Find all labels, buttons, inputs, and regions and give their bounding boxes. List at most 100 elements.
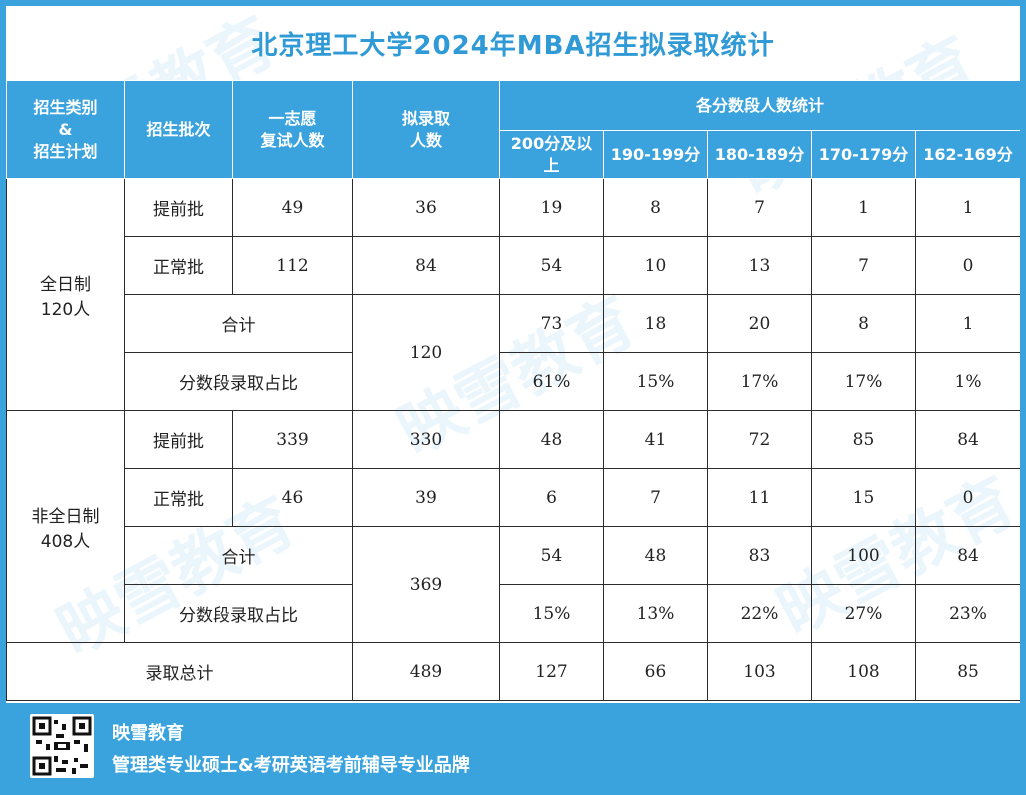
admitted-cell: 36: [352, 178, 500, 237]
ratio-cell: 61%: [499, 352, 604, 411]
band-cell: 15: [811, 468, 916, 527]
band-cell: 7: [603, 468, 708, 527]
section-parttime-label: 非全日制 408人: [6, 410, 125, 643]
band-cell: 54: [499, 236, 604, 295]
first-choice-cell: 112: [232, 236, 353, 295]
table-row: 正常批 46 39 6 7 11 15 0: [7, 468, 1020, 527]
section-fulltime-label: 全日制 120人: [6, 178, 125, 411]
grand-total-row: 录取总计 489 127 66 103 108 85: [6, 642, 1020, 701]
grand-total-label: 录取总计: [6, 642, 353, 701]
band-cell: 8: [811, 294, 916, 353]
band-cell: 66: [603, 642, 708, 701]
total-label-cell: 合计: [124, 526, 353, 585]
band-cell: 7: [707, 178, 812, 237]
band-cell: 13: [707, 236, 812, 295]
band-cell: 100: [811, 526, 916, 585]
brand-name: 映雪教育: [112, 723, 184, 744]
ratio-cell: 27%: [811, 584, 916, 643]
band-cell: 0: [914, 468, 1020, 527]
band-cell: 0: [914, 236, 1020, 295]
section-plan: 408人: [40, 531, 91, 552]
ratio-cell: 17%: [707, 352, 812, 411]
header-admitted: 拟录取 人数: [352, 80, 500, 179]
ratio-cell: 15%: [603, 352, 708, 411]
band-cell: 7: [811, 236, 916, 295]
ratio-cell: 22%: [707, 584, 812, 643]
first-choice-cell: 49: [232, 178, 353, 237]
table-row: 非全日制 408人 提前批 339 330 48 41 72 85 84: [6, 410, 1020, 643]
header-band-3: 170-179分: [811, 130, 916, 179]
ratio-cell: 15%: [499, 584, 604, 643]
band-cell: 11: [707, 468, 812, 527]
band-cell: 103: [707, 642, 812, 701]
band-cell: 20: [707, 294, 812, 353]
header-band-4: 162-169分: [914, 130, 1020, 179]
ratio-cell: 23%: [914, 584, 1020, 643]
ratio-label-cell: 分数段录取占比: [124, 352, 353, 411]
grand-total-admitted: 489: [352, 642, 500, 701]
table-row: 合计 120 73 18 20 8 1: [7, 294, 1020, 411]
band-cell: 18: [603, 294, 708, 353]
batch-cell: 提前批: [124, 178, 233, 237]
band-cell: 19: [499, 178, 604, 237]
band-cell: 85: [811, 410, 916, 469]
page-title: 北京理工大学2024年MBA招生拟录取统计: [251, 30, 775, 61]
stats-card: 映雪教育 映雪教育 映雪教育 映雪教育 映雪教育 北京理工大学2024年MBA招…: [6, 6, 1020, 703]
table-row: 分数段录取占比 61% 15% 17% 17% 1%: [7, 352, 1020, 411]
batch-cell: 提前批: [124, 410, 233, 469]
batch-cell: 正常批: [124, 468, 233, 527]
band-cell: 73: [499, 294, 604, 353]
header-band-2: 180-189分: [707, 130, 812, 179]
band-cell: 1: [914, 294, 1020, 353]
band-cell: 8: [603, 178, 708, 237]
band-cell: 108: [811, 642, 916, 701]
band-cell: 54: [499, 526, 604, 585]
header-admitted-line1: 拟录取: [401, 108, 450, 128]
band-cell: 84: [914, 410, 1020, 469]
first-choice-cell: 46: [232, 468, 353, 527]
section-name: 非全日制: [31, 506, 100, 527]
brand-slogan: 管理类专业硕士&考研英语考前辅导专业品牌: [112, 755, 470, 776]
qr-code-icon: [30, 714, 94, 778]
header-score-group: 各分数段人数统计: [498, 80, 1020, 131]
footer: 映雪教育 管理类专业硕士&考研英语考前辅导专业品牌: [0, 705, 1026, 795]
band-cell: 10: [603, 236, 708, 295]
band-cell: 48: [603, 526, 708, 585]
header-category-line2: &: [58, 119, 73, 139]
table-row: 正常批 112 84 54 10 13 7 0: [7, 236, 1020, 295]
section-name: 全日制: [40, 274, 91, 295]
band-cell: 1: [914, 178, 1020, 237]
header-band-1: 190-199分: [603, 130, 708, 179]
section-plan: 120人: [40, 299, 91, 320]
band-cell: 127: [499, 642, 604, 701]
table-row: 分数段录取占比 15% 13% 22% 27% 23%: [7, 584, 1020, 643]
band-cell: 85: [914, 642, 1020, 701]
header-band-0: 200分及以上: [499, 130, 604, 179]
table-row: 全日制 120人 提前批 49 36 19 8 7 1 1: [6, 178, 1020, 411]
band-cell: 1: [811, 178, 916, 237]
total-label-cell: 合计: [124, 294, 353, 353]
band-cell: 41: [603, 410, 708, 469]
admitted-cell: 84: [352, 236, 500, 295]
table-row: 合计 369 54 48 83 100 84: [7, 526, 1020, 643]
band-cell: 6: [499, 468, 604, 527]
header-category: 招生类别 & 招生计划: [6, 80, 125, 179]
ratio-cell: 17%: [811, 352, 916, 411]
admitted-cell: 39: [352, 468, 500, 527]
header-category-line1: 招生类别: [33, 97, 98, 117]
header-first-choice-line2: 复试人数: [260, 130, 325, 150]
header-batch: 招生批次: [124, 80, 233, 179]
header-admitted-line2: 人数: [409, 130, 442, 150]
total-admitted-cell: 120: [352, 294, 500, 411]
band-cell: 83: [707, 526, 812, 585]
ratio-label-cell: 分数段录取占比: [124, 584, 353, 643]
header-category-line3: 招生计划: [33, 141, 98, 161]
admission-stats-table: 招生类别 & 招生计划 招生批次 一志愿 复试人数 拟录取 人数 各分数段人数统…: [6, 80, 1020, 701]
band-cell: 72: [707, 410, 812, 469]
header-first-choice: 一志愿 复试人数: [232, 80, 353, 179]
ratio-cell: 1%: [914, 352, 1020, 411]
first-choice-cell: 339: [232, 410, 353, 469]
admitted-cell: 330: [352, 410, 500, 469]
total-admitted-cell: 369: [352, 526, 500, 643]
ratio-cell: 13%: [603, 584, 708, 643]
